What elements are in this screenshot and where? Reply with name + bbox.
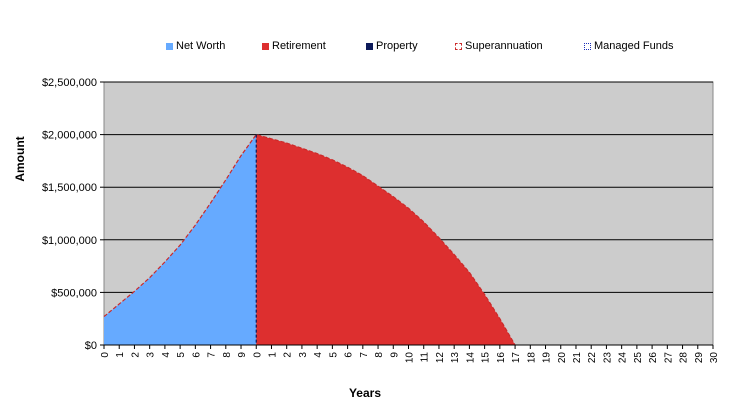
chart-legend: Net Worth Retirement Property Superannua… [0,40,730,56]
y-tick-label: $500,000 [51,287,97,299]
legend-superannuation: Superannuation [455,40,543,52]
legend-managed-funds: Managed Funds [584,40,674,52]
x-tick-label: 18 [526,352,537,364]
x-tick-label: 0 [252,352,263,358]
x-tick-label: 4 [161,352,172,358]
x-tick-label: 2 [130,352,141,358]
y-tick-label: $2,500,000 [42,77,97,89]
x-tick-label: 8 [222,352,233,358]
x-tick-label: 7 [207,352,218,358]
x-tick-label: 5 [176,352,187,358]
legend-retirement: Retirement [262,40,326,52]
x-tick-label: 23 [602,352,613,364]
x-tick-label: 17 [511,352,522,364]
x-tick-label: 16 [496,352,507,364]
y-tick-label: $1,000,000 [42,235,97,247]
x-tick-label: 15 [481,352,492,364]
net-worth-swatch [166,42,173,50]
legend-label: Superannuation [465,40,543,52]
x-tick-label: 5 [328,352,339,358]
legend-property: Property [366,40,418,52]
x-tick-label: 1 [267,352,278,358]
x-tick-label: 19 [542,352,553,364]
x-tick-label: 9 [389,352,400,358]
y-tick-label: $1,500,000 [42,182,97,194]
legend-net-worth: Net Worth [166,40,225,52]
x-tick-label: 2 [283,352,294,358]
x-tick-label: 29 [694,352,705,364]
legend-label: Managed Funds [594,40,674,52]
retirement-swatch [262,42,269,50]
x-tick-label: 28 [679,352,690,364]
net-worth-area [104,134,257,345]
x-tick-label: 27 [663,352,674,364]
x-tick-label: 22 [587,352,598,364]
x-tick-label: 20 [557,352,568,364]
x-tick-label: 26 [648,352,659,364]
x-tick-label: 30 [709,352,720,364]
y-axis-title: Amount [13,136,27,182]
x-tick-label: 14 [465,352,476,364]
x-tick-label: 10 [405,352,416,364]
x-axis-title: Years [348,386,382,400]
x-tick-label: 6 [344,352,355,358]
x-tick-label: 4 [313,352,324,358]
x-tick-label: 8 [374,352,385,358]
managed-funds-swatch [584,42,591,50]
x-tick-label: 24 [618,352,629,364]
x-tick-label: 11 [420,352,431,363]
legend-label: Property [376,40,418,52]
y-tick-label: $0 [85,340,97,352]
x-tick-label: 25 [633,352,644,364]
legend-label: Net Worth [176,40,226,52]
retirement-area [256,134,516,345]
x-tick-label: 7 [359,352,370,358]
x-tick-label: 9 [237,352,248,358]
y-tick-label: $2,000,000 [42,130,97,142]
superannuation-swatch [455,42,462,50]
x-tick-label: 3 [298,352,309,358]
x-tick-label: 6 [191,352,202,358]
x-tick-label: 21 [572,352,583,364]
property-swatch [366,42,373,50]
x-tick-label: 0 [100,352,111,358]
x-tick-label: 3 [146,352,157,358]
superannuation-line [103,133,516,346]
x-tick-label: 1 [115,352,126,358]
x-tick-label: 13 [450,352,461,364]
x-tick-label: 12 [435,352,446,364]
legend-label: Retirement [272,40,326,52]
